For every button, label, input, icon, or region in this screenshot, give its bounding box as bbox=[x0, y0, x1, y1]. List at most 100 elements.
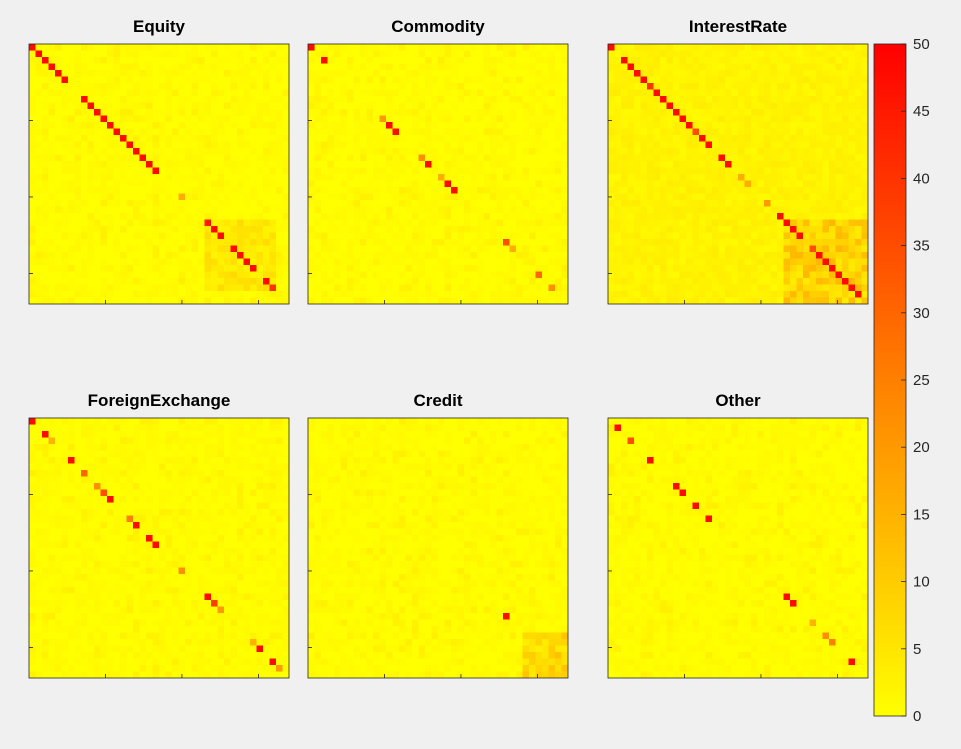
heatmap-foreignexchange-cell bbox=[74, 606, 82, 614]
heatmap-interestrate-cell bbox=[757, 174, 765, 181]
heatmap-foreignexchange-cell bbox=[224, 548, 231, 555]
heatmap-foreignexchange-cell bbox=[139, 567, 147, 575]
heatmap-equity-cell bbox=[191, 219, 199, 227]
heatmap-foreignexchange-cell bbox=[113, 619, 121, 627]
heatmap-commodity-cell bbox=[509, 167, 517, 175]
heatmap-interestrate-cell bbox=[673, 213, 680, 220]
heatmap-foreignexchange-cell bbox=[256, 502, 264, 510]
heatmap-credit-cell bbox=[490, 463, 497, 471]
heatmap-equity-cell bbox=[243, 226, 251, 233]
heatmap-equity-cell bbox=[256, 278, 264, 285]
heatmap-equity-cell bbox=[55, 89, 62, 97]
heatmap-equity-cell bbox=[204, 141, 212, 149]
heatmap-foreignexchange-cell bbox=[198, 658, 205, 666]
heatmap-interestrate-cell bbox=[614, 89, 622, 97]
heatmap-foreignexchange-cell bbox=[256, 658, 264, 666]
heatmap-equity-cell bbox=[133, 278, 140, 285]
heatmap-equity-cell bbox=[185, 161, 192, 168]
heatmap-foreignexchange-cell bbox=[217, 444, 225, 451]
heatmap-equity-cell bbox=[191, 278, 199, 285]
heatmap-commodity-cell bbox=[483, 187, 491, 194]
heatmap-interestrate-cell bbox=[744, 57, 752, 64]
heatmap-credit-cell bbox=[418, 463, 426, 471]
heatmap-equity-cell bbox=[178, 122, 186, 129]
heatmap-commodity-cell bbox=[457, 135, 465, 142]
heatmap-interestrate-cell bbox=[764, 258, 771, 266]
heatmap-foreignexchange-cell bbox=[29, 444, 36, 451]
heatmap-foreignexchange-cell bbox=[269, 463, 277, 471]
heatmap-credit-cell bbox=[399, 463, 406, 471]
heatmap-interestrate-cell bbox=[627, 232, 635, 240]
heatmap-equity-cell bbox=[42, 154, 49, 162]
heatmap-commodity-cell bbox=[431, 96, 439, 103]
heatmap-interestrate-cell bbox=[679, 226, 687, 233]
heatmap-commodity-cell bbox=[490, 219, 497, 227]
heatmap-equity-cell bbox=[74, 193, 82, 201]
heatmap-foreignexchange-cell bbox=[269, 665, 277, 672]
heatmap-interestrate-cell bbox=[705, 89, 713, 97]
heatmap-commodity-cell bbox=[334, 154, 341, 162]
heatmap-commodity-cell bbox=[418, 252, 426, 259]
heatmap-interestrate-cell bbox=[679, 102, 687, 110]
heatmap-foreignexchange-cell bbox=[165, 645, 173, 653]
heatmap-equity-cell bbox=[250, 83, 257, 90]
heatmap-commodity-cell bbox=[548, 167, 556, 175]
heatmap-foreignexchange-cell bbox=[237, 522, 244, 529]
heatmap-equity-cell bbox=[237, 284, 244, 292]
heatmap-interestrate-cell bbox=[614, 174, 622, 181]
heatmap-equity-cell bbox=[133, 63, 140, 71]
heatmap-equity-cell bbox=[276, 44, 283, 51]
heatmap-equity-cell bbox=[282, 135, 290, 142]
heatmap-interestrate-cell bbox=[790, 128, 797, 136]
heatmap-foreignexchange-cell bbox=[61, 671, 69, 679]
heatmap-interestrate-cell bbox=[861, 232, 869, 240]
heatmap-credit-cell bbox=[464, 496, 471, 503]
heatmap-interestrate-cell bbox=[861, 70, 869, 77]
heatmap-commodity-cell bbox=[314, 76, 322, 84]
heatmap-equity-cell bbox=[185, 63, 192, 71]
heatmap-commodity-cell bbox=[321, 115, 328, 123]
heatmap-foreignexchange-cell bbox=[48, 463, 56, 471]
heatmap-foreignexchange-cell bbox=[81, 574, 88, 581]
heatmap-equity-cell bbox=[100, 70, 108, 77]
heatmap-commodity-cell bbox=[503, 50, 510, 58]
heatmap-equity-cell bbox=[217, 284, 225, 292]
heatmap-interestrate-cell bbox=[855, 50, 862, 58]
heatmap-equity-cell bbox=[191, 83, 199, 90]
heatmap-commodity-cell bbox=[425, 297, 432, 305]
heatmap-foreignexchange-cell bbox=[237, 476, 244, 484]
heatmap-commodity-cell bbox=[353, 128, 361, 136]
heatmap-equity-cell bbox=[146, 135, 153, 142]
heatmap-credit-cell bbox=[542, 476, 549, 484]
heatmap-interestrate-cell bbox=[686, 252, 693, 259]
heatmap-foreignexchange-cell bbox=[243, 671, 251, 679]
heatmap-interestrate-cell bbox=[744, 70, 752, 77]
heatmap-interestrate-cell bbox=[666, 187, 674, 194]
heatmap-equity-cell bbox=[35, 245, 43, 253]
heatmap-equity-cell bbox=[178, 63, 186, 71]
heatmap-commodity-cell bbox=[548, 213, 556, 220]
heatmap-interestrate-cell bbox=[835, 180, 843, 188]
heatmap-interestrate-cell bbox=[673, 252, 680, 259]
heatmap-interestrate-cell bbox=[634, 135, 641, 142]
heatmap-equity-cell bbox=[42, 115, 49, 123]
heatmap-interestrate-cell bbox=[673, 44, 680, 51]
heatmap-interestrate-cell bbox=[699, 44, 706, 51]
heatmap-interestrate-cell bbox=[848, 187, 856, 194]
heatmap-interestrate-cell bbox=[673, 50, 680, 58]
heatmap-credit-cell bbox=[438, 424, 445, 432]
heatmap-commodity-cell bbox=[457, 265, 465, 272]
heatmap-interestrate-cell bbox=[738, 200, 745, 207]
heatmap-interestrate-cell bbox=[796, 265, 804, 272]
heatmap-equity-cell bbox=[269, 252, 277, 259]
heatmap-commodity-cell bbox=[535, 284, 543, 292]
heatmap-credit-cell bbox=[347, 424, 354, 432]
heatmap-equity-cell bbox=[42, 180, 49, 188]
heatmap-interestrate-cell bbox=[699, 76, 706, 84]
heatmap-credit-cell bbox=[321, 463, 328, 471]
heatmap-equity-cell bbox=[133, 245, 140, 253]
heatmap-interestrate-cell bbox=[660, 219, 667, 227]
heatmap-interestrate-cell bbox=[647, 200, 654, 207]
heatmap-interestrate-cell bbox=[731, 187, 739, 194]
heatmap-interestrate-cell bbox=[777, 213, 784, 220]
